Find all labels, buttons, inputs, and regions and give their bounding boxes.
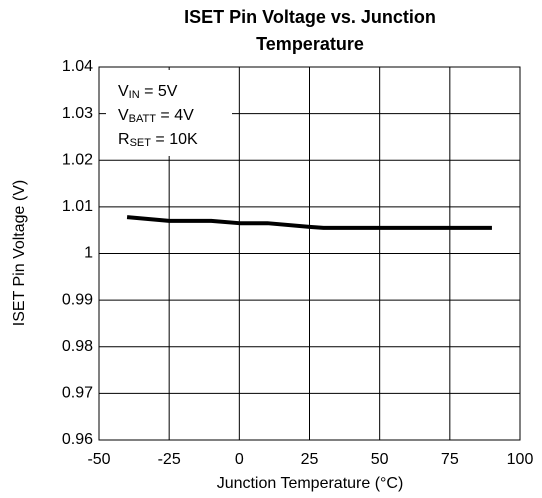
- chart-title: Temperature: [256, 34, 364, 54]
- x-tick-label: 75: [441, 451, 459, 468]
- annotation-part: = 4V: [156, 107, 194, 124]
- y-axis-label: ISET Pin Voltage (V): [11, 180, 28, 326]
- chart-title: ISET Pin Voltage vs. Junction: [184, 7, 436, 27]
- data-line: [126, 215, 492, 230]
- y-tick-label: 1.01: [62, 198, 93, 215]
- annotation-part: IN: [129, 89, 140, 101]
- annotation-part: V: [118, 107, 129, 124]
- y-tick-label: 1: [84, 245, 93, 262]
- x-tick-label: -25: [158, 451, 181, 468]
- annotation-part: BATT: [129, 113, 157, 125]
- x-tick-label: 25: [301, 451, 319, 468]
- annotation-part: SET: [130, 137, 152, 149]
- plot-frame: [98, 66, 521, 441]
- annotation-part: R: [118, 131, 130, 148]
- annotation-part: V: [118, 83, 129, 100]
- annotation: RSET = 10K: [118, 131, 198, 149]
- x-tick-label: -50: [87, 451, 110, 468]
- x-axis-label: Junction Temperature (°C): [217, 475, 404, 492]
- y-tick-label: 0.98: [62, 338, 93, 355]
- x-tick-label: 100: [507, 451, 534, 468]
- x-tick-label: 0: [235, 451, 244, 468]
- y-tick-label: 1.03: [62, 105, 93, 122]
- annotation: VIN = 5V: [118, 83, 178, 101]
- annotation: VBATT = 4V: [118, 107, 194, 125]
- annotation-box: [106, 70, 232, 156]
- y-tick-label: 0.96: [62, 431, 93, 448]
- y-tick-label: 0.99: [62, 291, 93, 308]
- y-tick-label: 1.04: [62, 58, 93, 75]
- x-tick-label: 50: [371, 451, 389, 468]
- y-tick-label: 0.97: [62, 385, 93, 402]
- y-tick-label: 1.02: [62, 151, 93, 168]
- annotation-part: = 5V: [140, 83, 178, 100]
- annotation-part: = 10K: [151, 131, 198, 148]
